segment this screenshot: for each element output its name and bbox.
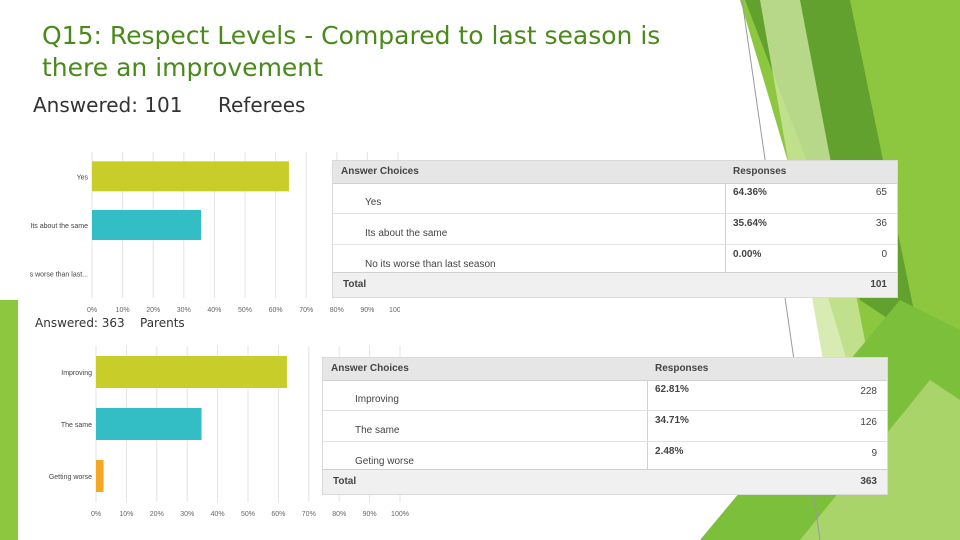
- table-row: Improving 62.81% 228: [323, 380, 887, 411]
- x-tick-label: 90%: [363, 511, 377, 518]
- x-tick-label: 80%: [330, 307, 344, 314]
- x-tick-label: 80%: [332, 511, 346, 518]
- choice-text: Improving: [355, 394, 399, 405]
- table-row: Yes 64.36% 65: [333, 183, 897, 214]
- table-row: The same 34.71% 126: [323, 411, 887, 442]
- count-value: 9: [871, 448, 877, 459]
- table-row: No its worse than last season 0.00% 0: [333, 245, 897, 275]
- table-total-row: Total 101: [333, 272, 897, 297]
- count-value: 65: [875, 187, 887, 198]
- x-tick-label: 10%: [116, 307, 130, 314]
- bar: [92, 161, 289, 192]
- bar: [96, 460, 104, 492]
- category-label: Getting worse: [49, 474, 92, 481]
- bar: [92, 210, 202, 240]
- referees-response-table: Answer Choices Responses Yes 64.36% 65 I…: [332, 160, 898, 298]
- total-value: 363: [860, 476, 877, 487]
- parents-response-table: Answer Choices Responses Improving 62.81…: [322, 357, 888, 495]
- x-tick-label: 100%: [391, 511, 409, 518]
- x-tick-label: 20%: [150, 511, 164, 518]
- category-label: Its about the same: [30, 223, 88, 230]
- slide-title: Q15: Respect Levels - Compared to last s…: [42, 21, 661, 82]
- count-value: 228: [860, 386, 877, 397]
- header-answer-choices: Answer Choices: [341, 166, 419, 177]
- header-responses: Responses: [655, 363, 709, 374]
- percent-value: 2.48%: [655, 446, 684, 457]
- x-tick-label: 70%: [302, 511, 316, 518]
- header-answer-choices: Answer Choices: [331, 363, 409, 374]
- count-value: 126: [860, 417, 877, 428]
- count-value: 0: [881, 249, 887, 260]
- category-label: The same: [61, 422, 92, 429]
- x-tick-label: 60%: [271, 511, 285, 518]
- x-tick-label: 90%: [360, 307, 374, 314]
- x-tick-label: 40%: [211, 511, 225, 518]
- percent-value: 0.00%: [733, 249, 762, 260]
- x-tick-label: 0%: [87, 307, 97, 314]
- percent-value: 34.71%: [655, 415, 689, 426]
- choice-text: No its worse than last season: [365, 259, 496, 270]
- total-value: 101: [870, 279, 887, 290]
- parents-group-label: Parents: [140, 316, 185, 330]
- x-tick-label: 10%: [119, 511, 133, 518]
- bar: [96, 408, 202, 440]
- x-tick-label: 50%: [241, 511, 255, 518]
- x-tick-label: 60%: [269, 307, 283, 314]
- x-tick-label: 70%: [299, 307, 313, 314]
- total-label: Total: [343, 279, 367, 290]
- x-tick-label: 30%: [180, 511, 194, 518]
- table-header: Answer Choices Responses: [333, 161, 897, 184]
- category-label: No its worse than last...: [30, 272, 88, 279]
- referees-answered-label: Answered: 101: [33, 93, 183, 117]
- x-tick-label: 100%: [389, 307, 400, 314]
- category-label: Improving: [61, 370, 92, 377]
- category-label: Yes: [77, 174, 89, 181]
- table-header: Answer Choices Responses: [323, 358, 887, 381]
- x-tick-label: 40%: [207, 307, 221, 314]
- x-tick-label: 30%: [177, 307, 191, 314]
- percent-value: 35.64%: [733, 218, 767, 229]
- x-tick-label: 20%: [146, 307, 160, 314]
- percent-value: 62.81%: [655, 384, 689, 395]
- choice-text: Geting worse: [355, 456, 414, 467]
- choice-text: Its about the same: [365, 228, 448, 239]
- bar: [96, 356, 287, 388]
- table-row: Its about the same 35.64% 36: [333, 214, 897, 245]
- table-row: Geting worse 2.48% 9: [323, 442, 887, 472]
- total-label: Total: [333, 476, 357, 487]
- green-left-edge: [0, 300, 18, 540]
- x-tick-label: 0%: [91, 511, 101, 518]
- count-value: 36: [875, 218, 887, 229]
- referees-group-label: Referees: [218, 93, 306, 117]
- choice-text: Yes: [365, 197, 382, 208]
- parents-answered-label: Answered: 363: [35, 316, 125, 330]
- table-total-row: Total 363: [323, 469, 887, 494]
- x-tick-label: 50%: [238, 307, 252, 314]
- choice-text: The same: [355, 425, 400, 436]
- header-responses: Responses: [733, 166, 787, 177]
- percent-value: 64.36%: [733, 187, 767, 198]
